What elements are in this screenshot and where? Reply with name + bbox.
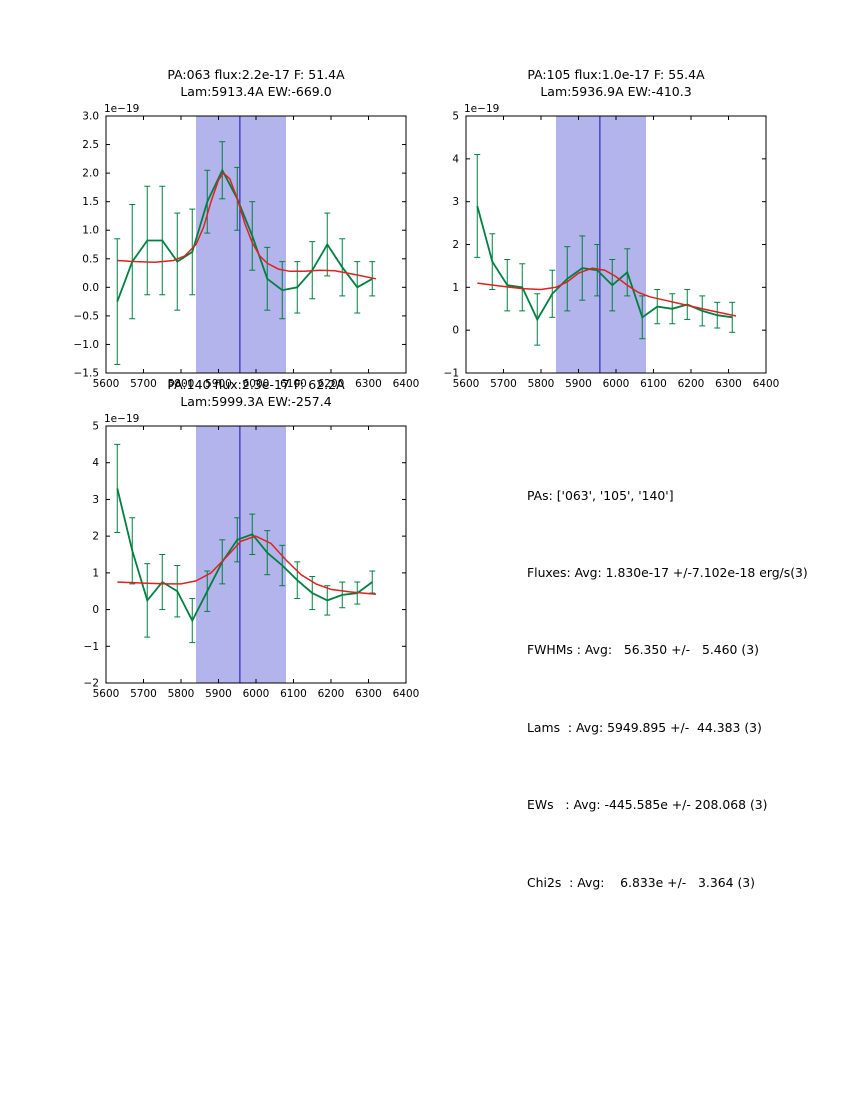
x-tick-label: 6000 (243, 688, 270, 700)
x-tick-label: 5600 (93, 378, 120, 390)
x-tick-label: 5900 (565, 378, 592, 390)
y-tick-label: 0 (452, 325, 459, 337)
x-tick-label: 5700 (490, 378, 517, 390)
y-tick-label: 2.0 (82, 168, 99, 180)
x-tick-label: 6100 (280, 688, 307, 700)
y-tick-label: 0.5 (82, 253, 99, 265)
x-tick-label: 6400 (393, 688, 420, 700)
x-tick-label: 6200 (318, 378, 345, 390)
fit-line (117, 171, 377, 280)
x-tick-label: 5900 (205, 688, 232, 700)
y-tick-label: 3 (92, 494, 99, 506)
x-tick-label: 6400 (393, 378, 420, 390)
x-tick-label: 5700 (130, 378, 157, 390)
y-tick-label: 1.5 (82, 196, 99, 208)
fit-line (117, 535, 377, 595)
chart-title-line1: PA:140 flux:2.3e-17 F: 62.2A (167, 377, 345, 392)
y-tick-label: −1.5 (74, 368, 100, 380)
stats-line-chi2s: Chi2s : Avg: 6.833e +/- 3.364 (3) (527, 874, 755, 890)
x-tick-label: 5900 (205, 378, 232, 390)
chart-title-line2: Lam:5999.3A EW:-257.4 (180, 394, 332, 409)
plot-area-pa140: 5600 5700 5800 5900 6000 6100 6200 6300 6400 −2 −1… (84, 413, 420, 700)
x-tick-label: 5800 (528, 378, 555, 390)
y-tick-label: 0.0 (82, 282, 99, 294)
x-tick-label: 6000 (243, 378, 270, 390)
plot-area-pa105: 5600 5700 5800 5900 6000 6100 6200 6300 6400 −1 0 1… (444, 103, 780, 390)
x-tick-label: 6300 (355, 688, 382, 700)
x-tick-label: 5800 (168, 378, 195, 390)
y-tick-label: −1 (444, 368, 459, 380)
subplot-pa063: PA:063 flux:2.2e-17 F: 51.4A Lam:5913.4A… (46, 66, 421, 397)
x-tick-label: 6200 (678, 378, 705, 390)
y-tick-label: −1.0 (74, 339, 100, 351)
spectrum-line (116, 168, 373, 302)
y-tick-label: 3.0 (82, 111, 99, 123)
stats-line-lams: Lams : Avg: 5949.895 +/- 44.383 (3) (527, 719, 762, 735)
y-tick-label: 4 (92, 457, 99, 469)
spectrum-line (116, 488, 373, 623)
y-tick-label: 1 (452, 282, 459, 294)
axis-offset-label: 1e−19 (104, 413, 139, 425)
y-tick-label: 1 (92, 567, 99, 579)
x-tick-label: 5600 (93, 688, 120, 700)
x-tick-label: 5600 (453, 378, 480, 390)
stats-line-pas: PAs: ['063', '105', '140'] (527, 487, 674, 503)
y-tick-label: 2 (452, 239, 459, 251)
fit-line (477, 267, 737, 317)
x-tick-label: 6300 (355, 378, 382, 390)
subplot-pa105: PA:105 flux:1.0e-17 F: 55.4A Lam:5936.9A… (406, 66, 781, 397)
chart-title-line1: PA:063 flux:2.2e-17 F: 51.4A (167, 67, 345, 82)
subplot-pa140: PA:140 flux:2.3e-17 F: 62.2A Lam:5999.3A… (46, 376, 421, 707)
stats-line-ews: EWs : Avg: -445.585e +/- 208.068 (3) (527, 797, 768, 813)
y-tick-label: 0 (92, 604, 99, 616)
y-tick-label: 2 (92, 531, 99, 543)
y-tick-label: −2 (84, 678, 99, 690)
chart-title-line1: PA:105 flux:1.0e-17 F: 55.4A (527, 67, 705, 82)
y-tick-label: 2.5 (82, 139, 99, 151)
plot-area-pa063: 5600 5700 5800 5900 6000 6100 6200 6300 6400 −1.5… (74, 103, 420, 390)
x-tick-label: 6400 (753, 378, 780, 390)
y-tick-label: 1.0 (82, 225, 99, 237)
y-tick-label: 3 (452, 196, 459, 208)
y-tick-label: 5 (452, 111, 459, 123)
y-tick-label: 4 (452, 153, 459, 165)
axis-offset-label: 1e−19 (464, 103, 499, 115)
stats-panel: PAs: ['063', '105', '140'] Fluxes: Avg: … (527, 431, 808, 947)
x-tick-label: 6000 (603, 378, 630, 390)
x-tick-label: 5700 (130, 688, 157, 700)
axis-offset-label: 1e−19 (104, 103, 139, 115)
x-tick-label: 6200 (318, 688, 345, 700)
stats-line-fluxes: Fluxes: Avg: 1.830e-17 +/-7.102e-18 erg/… (527, 564, 808, 580)
y-tick-label: 5 (92, 421, 99, 433)
x-tick-label: 6100 (280, 378, 307, 390)
fit-window-shade (556, 116, 646, 373)
chart-title-line2: Lam:5936.9A EW:-410.3 (540, 84, 692, 99)
x-tick-label: 6100 (640, 378, 667, 390)
x-tick-label: 5800 (168, 688, 195, 700)
y-tick-label: −1 (84, 641, 99, 653)
x-tick-label: 6300 (715, 378, 742, 390)
y-tick-label: −0.5 (74, 310, 100, 322)
fit-window-shade (196, 116, 286, 373)
stats-line-fwhms: FWHMs : Avg: 56.350 +/- 5.460 (3) (527, 642, 759, 658)
chart-title-line2: Lam:5913.4A EW:-669.0 (180, 84, 332, 99)
fit-window-shade (196, 426, 286, 683)
